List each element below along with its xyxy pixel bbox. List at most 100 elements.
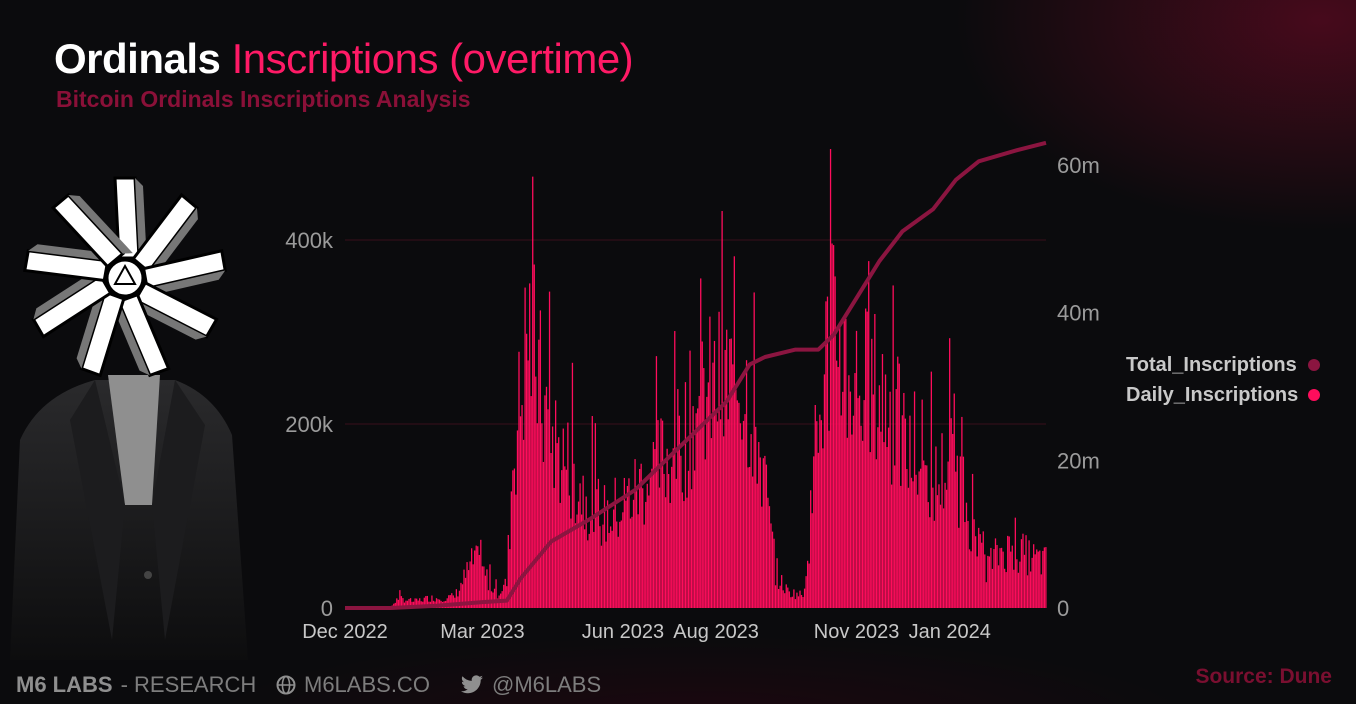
daily-bar bbox=[1002, 551, 1004, 608]
daily-bar bbox=[657, 420, 659, 608]
daily-bar bbox=[947, 461, 949, 608]
daily-bar bbox=[700, 278, 702, 608]
legend-item-total[interactable]: Total_Inscriptions bbox=[1126, 350, 1320, 380]
daily-bar bbox=[865, 308, 867, 608]
daily-bar bbox=[1039, 550, 1041, 608]
daily-bar bbox=[1040, 574, 1042, 608]
daily-bar bbox=[579, 483, 581, 608]
daily-bar bbox=[562, 428, 564, 608]
daily-bar bbox=[1004, 568, 1006, 608]
daily-bar bbox=[785, 584, 787, 608]
daily-bar bbox=[958, 527, 960, 608]
legend-label-daily: Daily_Inscriptions bbox=[1126, 383, 1299, 406]
website-link[interactable]: M6LABS.CO bbox=[304, 672, 430, 697]
daily-bar bbox=[582, 475, 584, 608]
daily-bar bbox=[660, 418, 662, 608]
daily-bar bbox=[733, 256, 735, 608]
daily-bar bbox=[729, 338, 731, 608]
daily-bar bbox=[475, 545, 477, 608]
daily-bar bbox=[1036, 549, 1038, 608]
daily-bar bbox=[808, 563, 810, 608]
daily-bar bbox=[886, 447, 888, 608]
daily-bar bbox=[805, 576, 807, 608]
daily-bar bbox=[678, 415, 680, 608]
daily-bar bbox=[548, 291, 551, 608]
daily-bar bbox=[477, 546, 479, 608]
daily-bar bbox=[515, 494, 517, 608]
daily-bar bbox=[799, 590, 801, 608]
daily-bar bbox=[1026, 575, 1029, 608]
daily-bar bbox=[577, 501, 580, 608]
daily-bar bbox=[681, 492, 684, 608]
daily-bar bbox=[654, 449, 656, 608]
daily-bar bbox=[817, 452, 819, 608]
footer-brand: M6 LABS - RESEARCH bbox=[16, 672, 256, 698]
x-tick-label: Jan 2024 bbox=[909, 621, 991, 643]
daily-bar bbox=[426, 595, 429, 608]
daily-bar bbox=[858, 395, 861, 608]
x-tick-label: Mar 2023 bbox=[440, 621, 525, 643]
daily-bar bbox=[748, 466, 751, 608]
daily-bar bbox=[991, 568, 994, 608]
daily-bar bbox=[507, 534, 509, 608]
daily-bar bbox=[793, 589, 795, 608]
daily-bar bbox=[890, 484, 893, 608]
footer-twitter[interactable]: @M6LABS bbox=[460, 672, 601, 698]
daily-bar bbox=[405, 600, 407, 608]
daily-bar bbox=[689, 350, 691, 608]
daily-bar bbox=[619, 521, 621, 608]
daily-bar bbox=[976, 556, 978, 608]
daily-bar bbox=[861, 440, 864, 608]
daily-bar bbox=[536, 423, 538, 608]
daily-bar bbox=[875, 459, 878, 608]
daily-bar bbox=[393, 603, 395, 608]
daily-bar bbox=[988, 556, 991, 608]
daily-bar bbox=[675, 478, 677, 608]
daily-bar bbox=[999, 548, 1001, 608]
source-label: Source: Dune bbox=[1195, 665, 1332, 688]
daily-bar bbox=[658, 487, 661, 608]
daily-bar bbox=[544, 395, 546, 608]
daily-bar bbox=[912, 481, 914, 608]
daily-bar bbox=[994, 538, 997, 608]
daily-bar bbox=[878, 385, 881, 608]
daily-bar bbox=[894, 465, 896, 608]
daily-bar bbox=[866, 311, 868, 608]
daily-bar bbox=[614, 477, 616, 608]
daily-bar bbox=[425, 596, 427, 608]
daily-bar bbox=[516, 430, 519, 608]
daily-bar bbox=[872, 394, 874, 608]
daily-bar bbox=[573, 463, 575, 608]
daily-bar bbox=[539, 310, 542, 608]
daily-bar bbox=[964, 522, 966, 608]
daily-bar bbox=[1000, 547, 1003, 608]
daily-bar bbox=[719, 419, 722, 608]
daily-bar bbox=[868, 261, 870, 608]
daily-bar bbox=[495, 579, 497, 608]
daily-bar bbox=[767, 497, 769, 608]
daily-bar bbox=[961, 416, 963, 608]
daily-bar bbox=[529, 283, 531, 608]
daily-bar bbox=[590, 518, 592, 608]
daily-bar bbox=[718, 311, 720, 608]
daily-bar bbox=[1008, 536, 1010, 608]
left-tick-label: 200k bbox=[285, 412, 334, 437]
daily-bar bbox=[576, 514, 578, 608]
daily-bar bbox=[570, 518, 572, 608]
daily-bar bbox=[558, 437, 560, 608]
daily-bar bbox=[709, 316, 711, 608]
daily-bar bbox=[897, 356, 899, 608]
footer-website[interactable]: M6LABS.CO bbox=[276, 672, 430, 698]
daily-bar bbox=[411, 601, 413, 608]
daily-bar bbox=[652, 441, 655, 608]
twitter-handle[interactable]: @M6LABS bbox=[492, 672, 602, 697]
daily-bar bbox=[703, 368, 705, 608]
daily-bar bbox=[851, 434, 853, 608]
daily-bar bbox=[1017, 572, 1020, 608]
daily-bar bbox=[704, 459, 706, 608]
daily-bar bbox=[486, 569, 488, 608]
daily-bar bbox=[944, 482, 946, 608]
legend-item-daily[interactable]: Daily_Inscriptions bbox=[1126, 380, 1320, 410]
daily-bar bbox=[449, 595, 451, 608]
daily-bar bbox=[829, 149, 832, 609]
